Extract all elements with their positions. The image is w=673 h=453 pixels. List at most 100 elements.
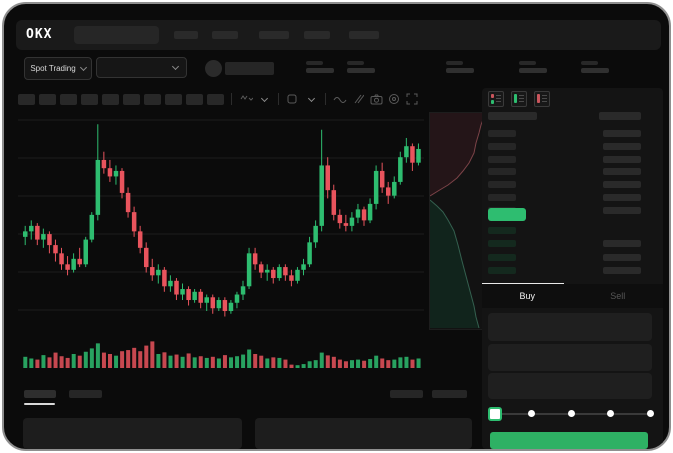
ask-amount-skeleton[interactable] xyxy=(603,194,641,201)
bottom-panel-right[interactable] xyxy=(255,418,472,449)
indicators-chevron-icon[interactable] xyxy=(304,92,318,106)
candle-style-icon[interactable] xyxy=(239,92,253,106)
orderbook-amount-header xyxy=(599,112,641,120)
candle xyxy=(192,291,197,301)
candle xyxy=(277,267,282,279)
ask-amount-skeleton[interactable] xyxy=(603,142,641,150)
bottom-tab-orders[interactable] xyxy=(24,390,56,398)
toolbar-block-skeleton[interactable] xyxy=(18,93,35,105)
bottom-panel-left[interactable] xyxy=(23,418,242,449)
ask-amount-skeleton[interactable] xyxy=(603,206,641,214)
nav-item-skeleton[interactable] xyxy=(174,31,198,39)
bid-amount-skeleton[interactable] xyxy=(603,253,641,261)
candle xyxy=(186,289,191,301)
candle xyxy=(101,159,107,169)
slider-handle[interactable] xyxy=(488,407,502,421)
nav-item-skeleton[interactable] xyxy=(304,31,330,39)
ask-price-skeleton[interactable] xyxy=(488,181,516,189)
ask-price-skeleton[interactable] xyxy=(488,155,516,163)
candle xyxy=(59,253,64,265)
ask-price-skeleton[interactable] xyxy=(488,194,516,201)
candle xyxy=(77,258,82,265)
orderbook-price-header xyxy=(488,112,537,120)
search-input[interactable] xyxy=(74,26,159,44)
candle xyxy=(265,269,270,273)
candle xyxy=(379,170,385,188)
candle xyxy=(289,275,294,281)
stat-label-skeleton xyxy=(581,61,598,65)
bid-price-skeleton[interactable] xyxy=(488,267,516,275)
amount-input[interactable] xyxy=(488,344,652,371)
bid-amount-skeleton[interactable] xyxy=(603,267,641,275)
bid-amount-skeleton[interactable] xyxy=(603,240,641,248)
toolbar-block-skeleton[interactable] xyxy=(39,93,56,105)
slider-dot[interactable] xyxy=(607,410,614,417)
candle xyxy=(41,234,46,240)
bottom-action-left[interactable] xyxy=(390,390,423,398)
candle xyxy=(331,190,337,215)
candlestick-canvas[interactable] xyxy=(18,110,424,372)
nav-item-skeleton[interactable] xyxy=(349,31,379,39)
orderbook-split-view-icon[interactable] xyxy=(488,91,504,107)
market-type-selector[interactable]: Spot Trading xyxy=(24,57,92,80)
bid-price-skeleton[interactable] xyxy=(488,240,516,248)
slider-dot[interactable] xyxy=(646,410,654,417)
ask-price-skeleton[interactable] xyxy=(488,142,516,150)
candle xyxy=(174,280,179,295)
line-style-icon[interactable] xyxy=(333,92,347,106)
interval-chevron-icon[interactable] xyxy=(257,92,271,106)
bottom-action-right[interactable] xyxy=(432,390,467,398)
candle xyxy=(180,289,185,295)
toolbar-block-skeleton[interactable] xyxy=(60,93,77,105)
nav-item-skeleton[interactable] xyxy=(259,31,289,39)
last-price-badge[interactable] xyxy=(488,208,526,221)
orderbook-view-toggles xyxy=(488,91,550,107)
toolbar-block-skeleton[interactable] xyxy=(123,93,140,105)
ask-price-skeleton[interactable] xyxy=(488,130,516,137)
candle xyxy=(35,225,40,240)
candle xyxy=(307,242,312,265)
ask-price-skeleton[interactable] xyxy=(488,168,516,176)
toolbar-block-skeleton[interactable] xyxy=(207,93,224,105)
candle xyxy=(168,280,173,287)
toolbar-block-skeleton[interactable] xyxy=(165,93,182,105)
toolbar-block-skeleton[interactable] xyxy=(102,93,119,105)
buy-button[interactable] xyxy=(490,432,648,449)
candle xyxy=(361,209,367,221)
bid-price-skeleton[interactable] xyxy=(488,227,516,234)
slider-dot[interactable] xyxy=(528,410,535,417)
pair-selector[interactable] xyxy=(96,57,187,78)
tab-sell[interactable]: Sell xyxy=(610,291,626,301)
tab-buy[interactable]: Buy xyxy=(519,291,535,301)
stat-value-skeleton xyxy=(581,68,609,73)
orderbook-bids-view-icon[interactable] xyxy=(511,91,527,107)
bottom-tab-history[interactable] xyxy=(69,390,102,398)
ask-amount-skeleton[interactable] xyxy=(603,130,641,137)
orderbook-asks-view-icon[interactable] xyxy=(534,91,550,107)
stat-value-skeleton xyxy=(347,68,375,73)
candle xyxy=(216,300,222,309)
bid-price-skeleton[interactable] xyxy=(488,253,516,261)
ask-amount-skeleton[interactable] xyxy=(603,155,641,163)
candle xyxy=(23,231,28,237)
chevron-down-icon xyxy=(79,63,87,72)
price-input[interactable] xyxy=(488,313,652,341)
compare-icon[interactable] xyxy=(351,92,365,106)
snapshot-icon[interactable] xyxy=(369,92,383,106)
fullscreen-icon[interactable] xyxy=(405,92,419,106)
ask-amount-skeleton[interactable] xyxy=(603,181,641,189)
price-chart[interactable] xyxy=(18,110,424,372)
toolbar-block-skeleton[interactable] xyxy=(144,93,161,105)
candle xyxy=(301,264,306,270)
candle xyxy=(71,258,76,270)
total-input[interactable] xyxy=(488,373,652,399)
ask-amount-skeleton[interactable] xyxy=(603,168,641,176)
toolbar-block-skeleton[interactable] xyxy=(81,93,98,105)
toolbar-block-skeleton[interactable] xyxy=(186,93,203,105)
slider-dot[interactable] xyxy=(567,410,575,417)
settings-icon[interactable] xyxy=(387,92,401,106)
nav-item-skeleton[interactable] xyxy=(212,31,238,39)
indicators-icon[interactable] xyxy=(286,92,300,106)
stat-label-skeleton xyxy=(446,61,463,65)
